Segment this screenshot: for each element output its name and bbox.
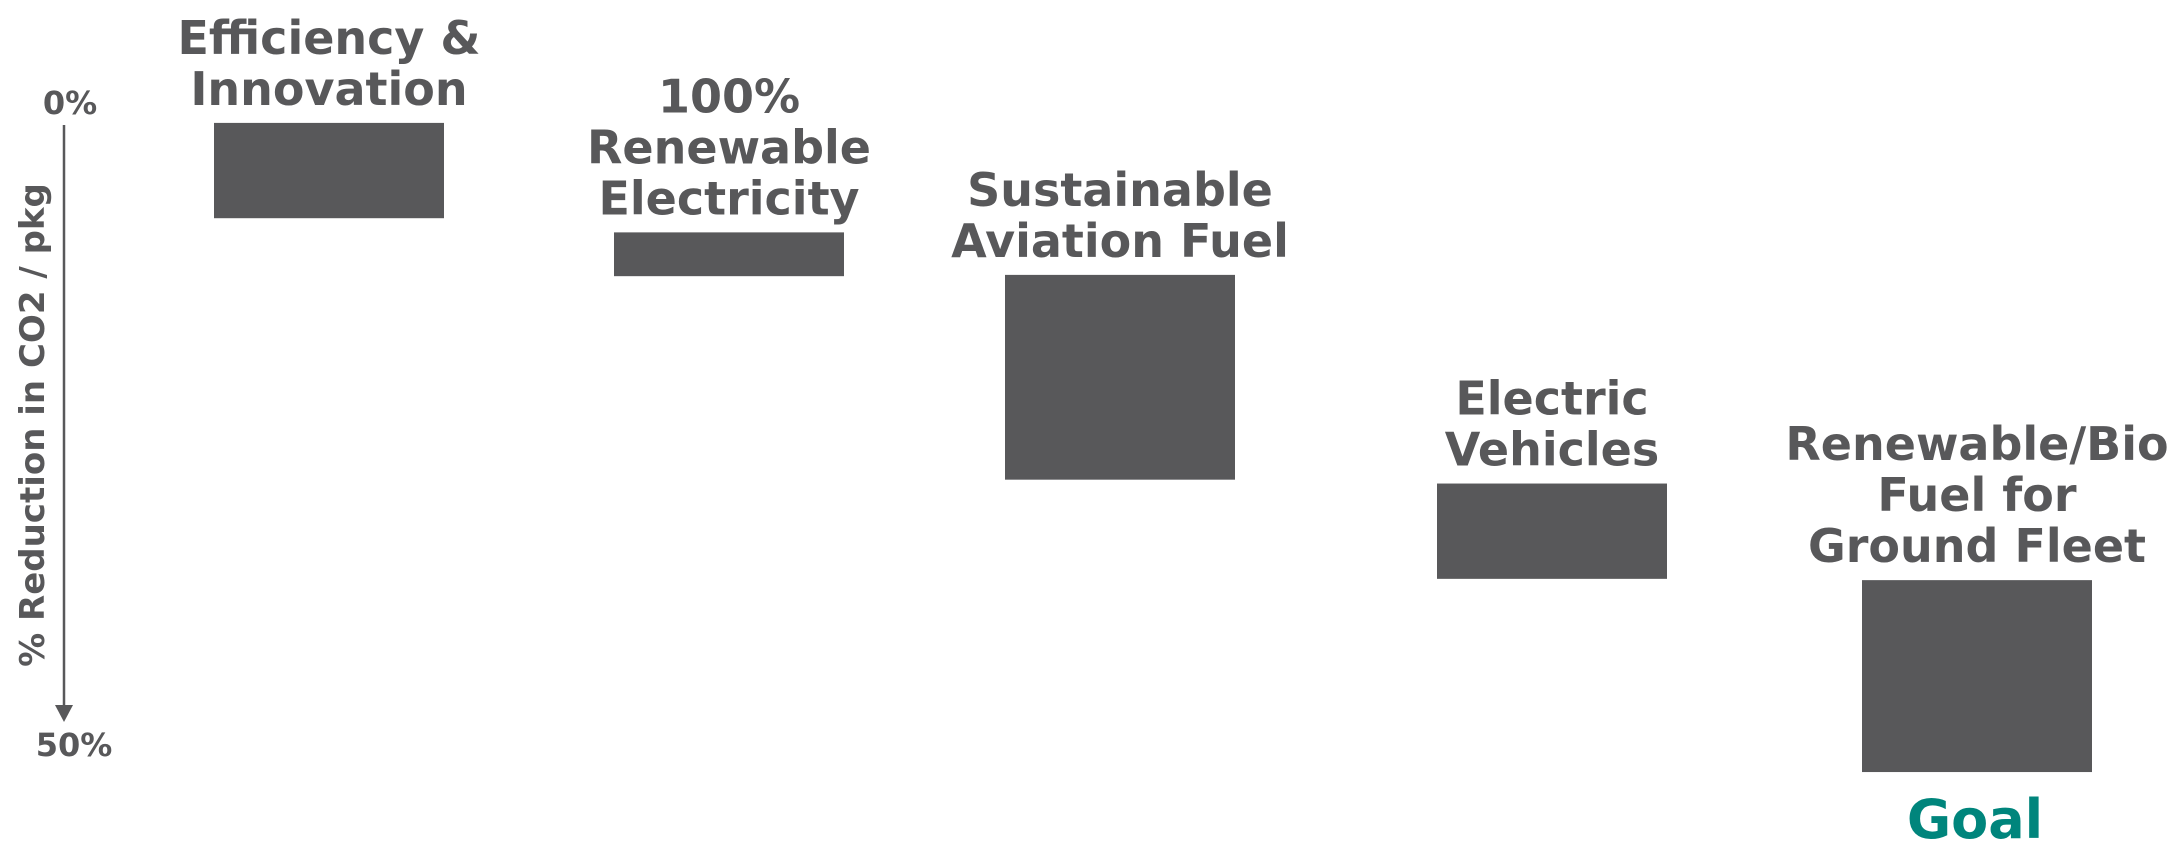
y-axis: 0% 50% % Reduction in CO2 / pkg	[13, 84, 112, 764]
bar-2-label-line-2: Renewable	[587, 120, 871, 174]
bar-2-label-line-1: 100%	[658, 69, 800, 123]
bar-2	[614, 232, 844, 277]
bar-3	[1005, 274, 1235, 480]
bar-2-label-line-3: Electricity	[598, 171, 859, 225]
y-axis-arrowhead	[55, 705, 73, 722]
y-axis-title: % Reduction in CO2 / pkg	[13, 183, 53, 667]
bar-5-label-line-2: Fuel for	[1877, 468, 2076, 522]
bars-group	[214, 122, 2092, 773]
bar-5-label-line-1: Renewable/Bio	[1785, 417, 2168, 471]
bar-5-label-line-3: Ground Fleet	[1808, 519, 2146, 573]
category-labels-group: Efficiency &Innovation 100%RenewableElect…	[177, 11, 2168, 573]
goal-label: Goal	[1907, 788, 2043, 851]
bar-1	[214, 122, 444, 219]
bar-3-label-line-1: Sustainable	[967, 163, 1273, 217]
bar-3-label-line-2: Aviation Fuel	[951, 214, 1289, 268]
bar-1-label-line-1: Efficiency &	[177, 11, 480, 65]
bar-1-label-line-2: Innovation	[190, 62, 467, 116]
bar-4	[1437, 483, 1667, 579]
bar-4-label-line-2: Vehicles	[1445, 423, 1659, 477]
bar-4-label-line-1: Electric	[1455, 372, 1648, 426]
y-tick-top: 0%	[43, 84, 97, 122]
y-tick-bottom: 50%	[36, 726, 113, 764]
bar-5	[1862, 580, 2092, 773]
